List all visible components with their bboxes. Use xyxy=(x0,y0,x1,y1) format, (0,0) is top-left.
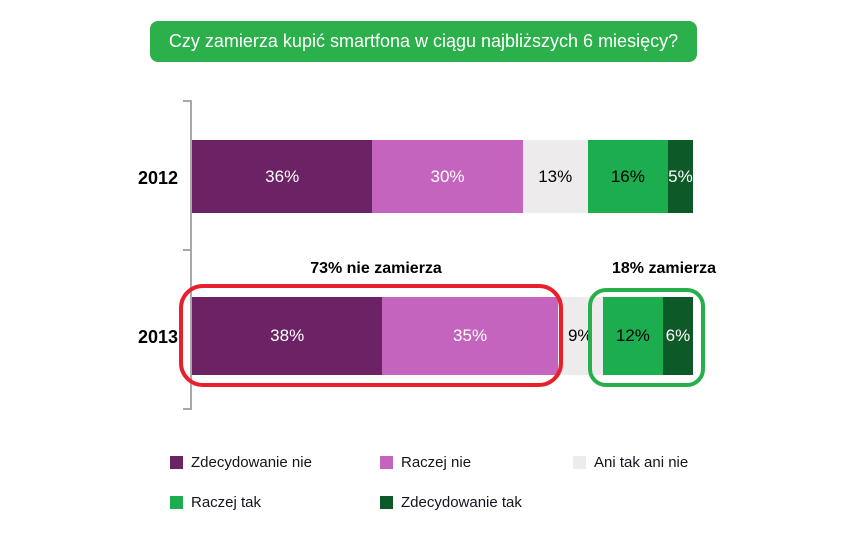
legend-item-ani-tak-ani-nie: Ani tak ani nie xyxy=(573,454,688,471)
legend-label: Zdecydowanie tak xyxy=(401,494,522,511)
segment-2013-ani-tak-ani-nie: 9% xyxy=(557,297,603,375)
segment-2013-raczej-nie: 35% xyxy=(382,297,558,375)
segment-2012-zdecydowanie-nie: 36% xyxy=(192,140,373,213)
legend-label: Zdecydowanie nie xyxy=(191,454,312,471)
legend-swatch xyxy=(170,456,183,469)
legend-label: Raczej nie xyxy=(401,454,472,471)
axis-tick xyxy=(183,408,191,410)
legend-item-raczej-nie: Raczej nie xyxy=(380,454,471,471)
legend-swatch xyxy=(380,456,393,469)
chart-title: Czy zamierza kupić smartfona w ciągu naj… xyxy=(150,21,697,62)
legend-item-zdecydowanie-nie: Zdecydowanie nie xyxy=(170,454,312,471)
segment-2012-ani-tak-ani-nie: 13% xyxy=(522,140,588,213)
legend-label: Raczej tak xyxy=(191,494,262,511)
category-label-2012: 2012 xyxy=(137,168,178,188)
segment-2013-zdecydowanie-nie: 38% xyxy=(192,297,383,375)
legend-swatch xyxy=(170,496,183,509)
stacked-bar-2013: 38% 35% 9% 12% 6% xyxy=(192,297,693,375)
legend-swatch xyxy=(380,496,393,509)
legend-label: Ani tak ani nie xyxy=(594,454,689,471)
legend-item-raczej-tak: Raczej tak xyxy=(170,494,261,511)
annotation-zamierza: 18% zamierza xyxy=(611,260,717,277)
legend-swatch xyxy=(573,456,586,469)
axis-tick xyxy=(183,100,191,102)
highlight-outline-nie xyxy=(179,284,563,387)
category-label-2013: 2013 xyxy=(137,327,178,347)
segment-2012-zdecydowanie-tak: 5% xyxy=(667,140,693,213)
annotation-nie-zamierza: 73% nie zamierza xyxy=(310,260,442,277)
segment-2013-zdecydowanie-tak: 6% xyxy=(662,297,693,375)
segment-2012-raczej-tak: 16% xyxy=(587,140,668,213)
legend-item-zdecydowanie-tak: Zdecydowanie tak xyxy=(380,494,522,511)
segment-2012-raczej-nie: 30% xyxy=(372,140,523,213)
segment-2013-raczej-tak: 12% xyxy=(602,297,663,375)
axis-tick xyxy=(183,249,191,251)
stacked-bar-2012: 36% 30% 13% 16% 5% xyxy=(192,140,693,213)
y-axis-line xyxy=(190,100,192,410)
highlight-outline-tak xyxy=(588,288,705,387)
